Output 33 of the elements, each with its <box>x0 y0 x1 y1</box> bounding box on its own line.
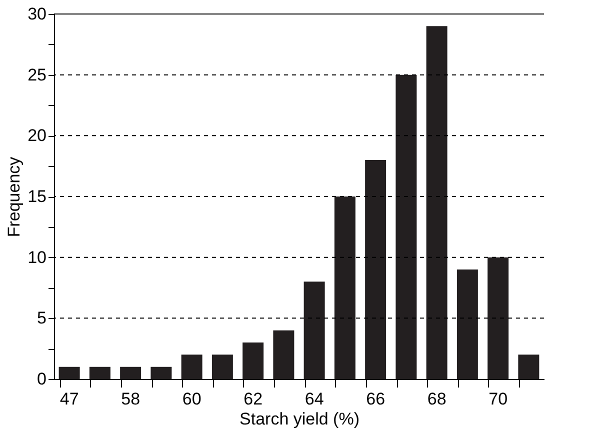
x-tick-label: 60 <box>182 390 202 408</box>
bar <box>304 282 325 379</box>
x-axis-title: Starch yield (%) <box>240 410 360 428</box>
bar <box>273 330 294 379</box>
bar <box>181 354 202 379</box>
y-tick-label: 5 <box>37 308 46 328</box>
bar <box>89 366 110 379</box>
bar <box>212 354 233 379</box>
y-axis-title: Frequency <box>4 156 24 238</box>
bar <box>334 196 356 379</box>
y-tick-label: 10 <box>28 248 46 267</box>
x-tick-label: 66 <box>366 390 386 408</box>
y-tick-label: 30 <box>28 4 46 24</box>
bar <box>150 366 172 379</box>
y-tick-label: 25 <box>28 65 46 84</box>
x-tick-label: 62 <box>244 390 263 408</box>
bar <box>456 270 478 379</box>
x-tick-label: 64 <box>304 390 324 408</box>
y-tick-label: 0 <box>37 370 46 388</box>
y-tick-label: 20 <box>28 126 46 146</box>
bar <box>58 366 80 379</box>
y-tick-label: 15 <box>28 187 46 206</box>
x-tick-label: 47 <box>60 390 79 408</box>
x-tick-label: 68 <box>427 390 446 408</box>
bar <box>488 257 509 379</box>
bar <box>396 74 417 379</box>
bar <box>120 366 142 379</box>
x-tick-label: 58 <box>121 390 140 408</box>
x-tick-label: 70 <box>488 390 508 408</box>
bar <box>365 160 386 379</box>
bar <box>518 354 540 379</box>
bar <box>242 342 264 379</box>
bar <box>426 26 448 379</box>
